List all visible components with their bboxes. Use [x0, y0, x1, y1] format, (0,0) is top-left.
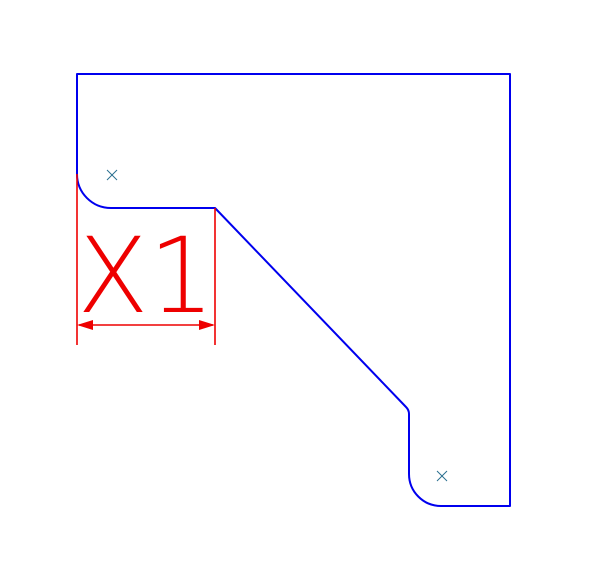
center-mark-lower	[436, 470, 448, 482]
center-mark-upper	[106, 169, 118, 181]
arrowhead-right	[199, 320, 215, 330]
dimension-label: X1	[77, 215, 214, 337]
part-outline	[76, 73, 511, 507]
dimension-x1: X1	[76, 174, 216, 345]
arrowhead-left	[77, 320, 93, 330]
